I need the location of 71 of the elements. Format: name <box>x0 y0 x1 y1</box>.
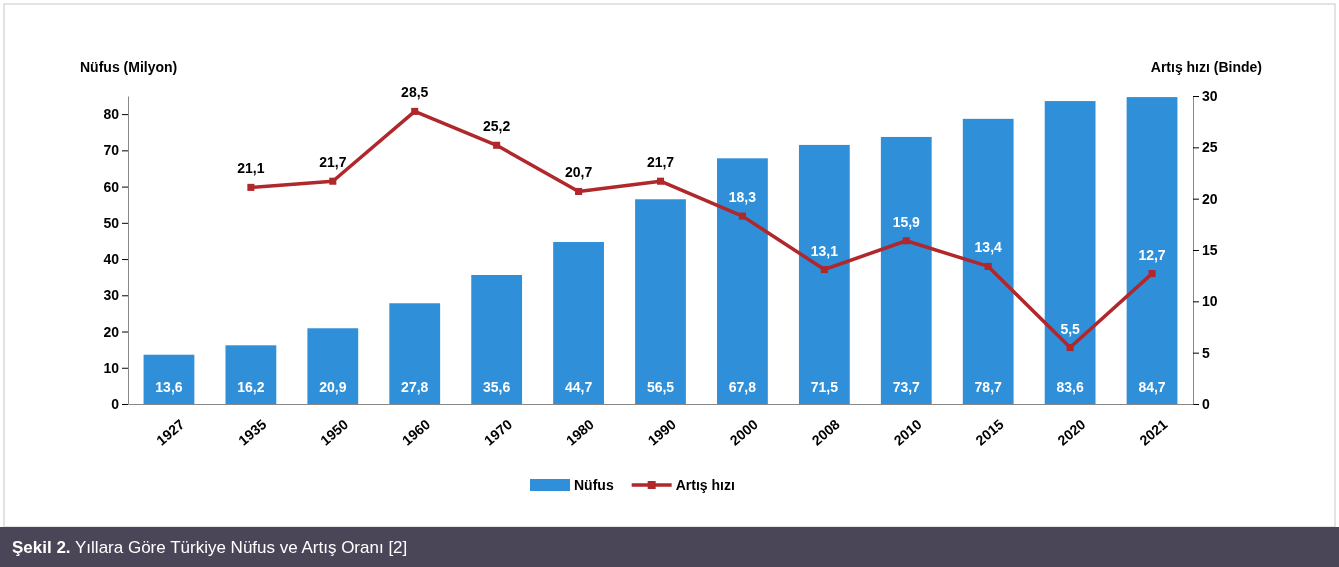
y2-tick-label: 30 <box>1202 87 1218 104</box>
legend-label: Artış hızı <box>675 477 735 493</box>
bar <box>143 354 195 404</box>
data-label: 15,9 <box>892 213 921 230</box>
point <box>820 265 828 274</box>
bar <box>553 242 604 404</box>
data-label: 5,5 <box>1060 320 1081 337</box>
y2-tick-label: 25 <box>1202 139 1218 156</box>
data-label: 21,1 <box>237 160 265 177</box>
bar <box>798 144 850 404</box>
text: Şekil 2. Yıllara Göre Türkiye Nüfus ve Artış Oranı [2] <box>12 538 408 557</box>
data-label: 44,7 <box>564 379 593 395</box>
data-label: 20,9 <box>319 379 347 395</box>
point <box>247 183 255 191</box>
y2-tick-label: 20 <box>1202 190 1218 207</box>
data-label: 13,1 <box>810 242 839 259</box>
point <box>575 187 583 196</box>
data-label: 67,8 <box>728 379 757 395</box>
legend-label: Nüfus <box>574 477 614 493</box>
point <box>493 141 501 149</box>
y2-axis-title: Artış hızı (Binde) <box>1150 59 1262 75</box>
y2-tick-label: 5 <box>1202 344 1210 361</box>
y-tick-label: 20 <box>103 323 120 340</box>
data-label: 84,7 <box>1138 379 1166 395</box>
point <box>1148 270 1156 278</box>
bar <box>389 303 441 404</box>
y-tick-label: 10 <box>103 359 120 376</box>
bar <box>962 118 1014 404</box>
y2-tick-label: 15 <box>1202 241 1218 258</box>
bar <box>471 275 523 404</box>
y2-tick-label: 10 <box>1202 293 1218 310</box>
bar <box>880 136 932 404</box>
point <box>329 177 337 185</box>
data-label: 21,7 <box>646 154 675 171</box>
data-label: 83,6 <box>1056 379 1084 395</box>
data-label: 71,5 <box>810 379 839 395</box>
y-axis-title: Nüfus (Milyon) <box>80 59 178 75</box>
bar <box>1044 101 1096 404</box>
y-tick-label: 40 <box>103 251 120 268</box>
data-label: 13,4 <box>974 239 1003 256</box>
data-label: 25,2 <box>483 118 511 135</box>
data-label: 27,8 <box>401 379 429 395</box>
y-tick-label: 60 <box>103 178 120 195</box>
data-label: 78,7 <box>974 379 1003 395</box>
point <box>656 177 665 185</box>
point <box>738 212 746 220</box>
bar <box>225 345 277 404</box>
bar <box>635 199 686 404</box>
data-label: 21,7 <box>319 154 347 171</box>
point <box>411 107 419 115</box>
data-label: 73,7 <box>892 379 921 395</box>
data-label: 35,6 <box>483 379 511 395</box>
y-tick-label: 70 <box>103 142 120 159</box>
bar <box>1126 97 1178 404</box>
point <box>1066 344 1074 352</box>
bar <box>717 158 768 404</box>
data-label: 18,3 <box>728 189 757 206</box>
data-label: 28,5 <box>401 84 429 101</box>
point <box>902 237 910 245</box>
y-tick-label: 0 <box>111 395 120 412</box>
y2-tick-label: 0 <box>1202 395 1210 412</box>
data-label: 12,7 <box>1138 246 1166 263</box>
point <box>984 262 992 270</box>
y-tick-label: 80 <box>103 106 120 123</box>
y-tick-label: 30 <box>103 287 120 304</box>
y-tick-label: 50 <box>103 214 120 231</box>
data-label: 20,7 <box>564 164 593 181</box>
bar <box>307 328 359 404</box>
data-label: 16,2 <box>237 379 265 395</box>
data-label: 13,6 <box>155 379 183 395</box>
data-label: 56,5 <box>646 379 675 395</box>
